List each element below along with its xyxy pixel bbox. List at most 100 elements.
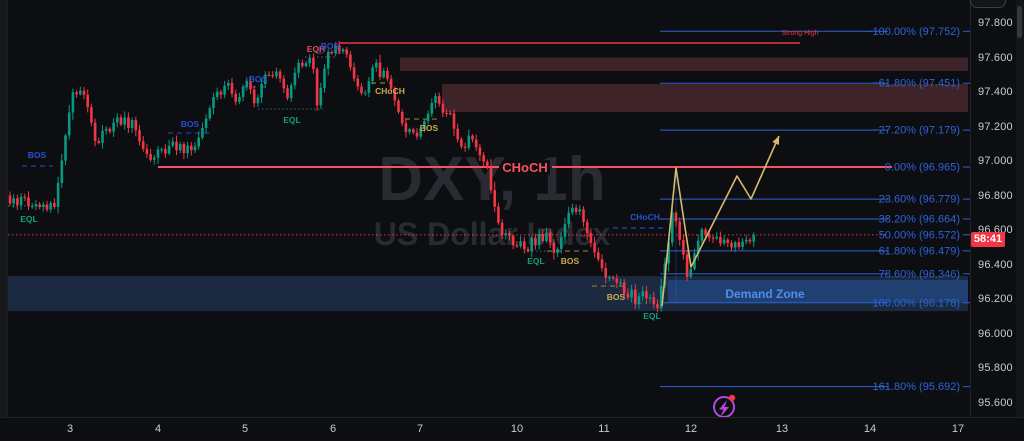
candle-body [156,149,160,158]
countdown-badge: 58:41 [971,232,1005,247]
structure-label-bos: BOS [420,123,439,133]
candle-body [19,196,23,206]
candle-body [452,113,456,129]
candle-body [323,68,326,88]
candle-body [408,129,411,133]
demand-zone-label: Demand Zone [725,287,805,301]
candle-body [389,78,393,89]
candle-body [160,149,163,151]
structure-label-eql: EQL [283,115,300,125]
candle-body [733,242,737,248]
candle-body [79,90,82,95]
price-axis[interactable]: 97.800 97.600 97.400 97.200 97.000 96.800 96.6… [970,0,1024,417]
candle-body [682,239,685,255]
candle-body [486,161,489,168]
candle-body [497,206,500,223]
fib-level-label: 100.00% (96.178) [873,297,960,309]
structure-label-bos: BOS [28,150,47,160]
candle-body [537,234,541,246]
candle-body [711,237,715,239]
candle-body [511,235,515,246]
candle-body [696,240,700,254]
candle-body [289,85,293,99]
time-axis[interactable]: 3 4 5 6 7 10 11 12 13 14 17 [0,417,1024,441]
candle-body [419,128,422,137]
candle-body [478,147,482,156]
candle-body [622,282,626,294]
candle-body [460,139,463,147]
lightning-bolt-icon[interactable] [719,400,729,417]
spark-icon[interactable] [713,394,736,418]
candle-body [138,130,141,142]
fib-level-label: 23.60% (96.779) [879,194,960,206]
candle-body [523,241,526,249]
time-axis-label: 17 [951,423,965,435]
candle-body [167,145,171,154]
candle-body [352,67,356,79]
candle-body [119,117,123,125]
candle-body [34,204,38,207]
candle-body [563,224,567,237]
candle-body [42,204,45,208]
structure-label-choch: CHoCH [375,86,405,96]
candle-body [541,234,545,241]
candle-body [456,128,459,140]
candle-body [489,167,493,191]
candle-body [16,198,19,206]
fib-level-label: −100.00% (97.752) [866,26,960,38]
candle-body [556,248,559,253]
fib-level-label: 0.00% (96.965) [885,162,960,174]
candle-body [64,135,67,161]
candle-body [634,289,637,305]
candle-body [190,145,193,151]
candle-body [445,112,448,114]
supply-zone-upper [400,57,968,71]
candle-body [726,239,730,243]
structure-label-bos: BOS [321,41,340,51]
time-axis-label: 3 [66,423,74,435]
candle-body [386,70,389,79]
candle-body [234,93,237,102]
notification-dot [728,394,736,402]
candle-body [430,102,434,114]
candle-body [53,202,56,207]
candle-body [678,221,681,240]
candle-body [708,234,711,238]
candle-body [519,241,522,246]
price-axis-label: 97.400 [978,86,1013,98]
candle-body [312,57,315,70]
price-axis-label: 96.200 [978,293,1013,305]
candle-body [256,97,260,104]
fib-level-label: 61.80% (96.479) [879,245,960,257]
candle-body [689,269,693,277]
candle-body [178,143,182,151]
candle-body [611,277,615,279]
candle-body [12,198,15,204]
structure-label-choch: CHoCH [630,212,660,222]
candle-body [415,132,419,137]
candle-body [593,242,596,253]
candle-body [275,71,278,77]
candle-body [341,49,345,52]
candle-body [467,135,471,148]
candle-body [434,95,437,103]
candle-body [548,232,552,243]
candle-body [297,62,300,73]
candle-body [267,74,271,76]
candle-body [378,62,382,78]
candle-body [127,117,130,129]
candle-body [441,103,445,113]
candle-body [671,212,674,243]
candle-body [182,143,186,154]
fib-level-label: −61.80% (97.451) [872,78,960,90]
candle-body [752,235,755,242]
candle-body [349,54,352,68]
scrollbar-thumb[interactable] [1017,6,1022,38]
candle-body [437,95,441,104]
candle-body [104,128,108,131]
candle-body [230,82,234,94]
candle-body [153,157,156,160]
candle-body [515,245,519,247]
